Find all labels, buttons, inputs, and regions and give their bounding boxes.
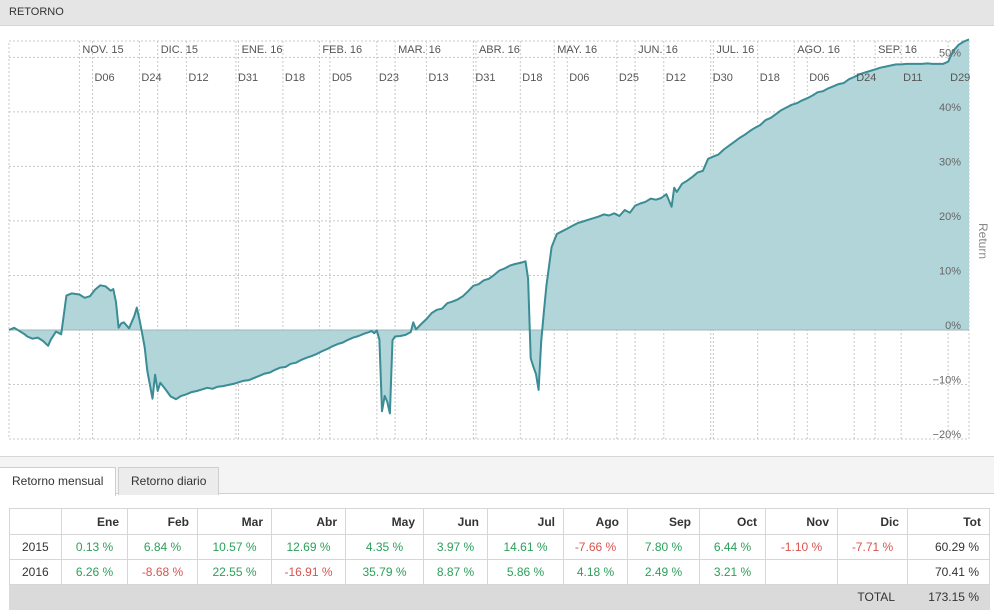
y-tick-label: 0% xyxy=(945,320,961,332)
month-return-cell: 3.97 % xyxy=(423,534,488,560)
y-tick-label: −10% xyxy=(933,374,962,386)
y-tick-label: 20% xyxy=(939,211,961,223)
day-label: D23 xyxy=(379,72,399,84)
day-label: D06 xyxy=(94,72,114,84)
return-chart-panel: NOV. 15 DIC. 15 ENE. 16 FEB. 16 MAR. 16 ABR. … xyxy=(0,26,994,456)
month-return-cell: 6.84 % xyxy=(127,534,198,560)
month-return-cell: 4.35 % xyxy=(345,534,424,560)
day-label: D30 xyxy=(713,72,733,84)
table-header-row: Ene Feb Mar Abr May Jun Jul Ago Sep Oct … xyxy=(9,508,990,535)
month-return-cell: 0.13 % xyxy=(61,534,128,560)
day-label: D18 xyxy=(760,72,780,84)
column-header xyxy=(9,508,62,535)
column-header: Mar xyxy=(197,508,272,535)
month-label: AGO. 16 xyxy=(797,44,840,56)
month-return-cell xyxy=(837,559,908,585)
month-return-cell: 6.44 % xyxy=(699,534,766,560)
month-label: FEB. 16 xyxy=(322,44,362,56)
day-label: D31 xyxy=(475,72,495,84)
month-return-cell: -16.91 % xyxy=(271,559,346,585)
month-label: DIC. 15 xyxy=(161,44,198,56)
month-label: ENE. 16 xyxy=(242,44,283,56)
column-header: Nov xyxy=(765,508,838,535)
day-label: D25 xyxy=(619,72,639,84)
month-label: MAY. 16 xyxy=(557,44,597,56)
day-label: D06 xyxy=(569,72,589,84)
column-header: Dic xyxy=(837,508,908,535)
day-label: D11 xyxy=(903,72,922,84)
panel-title: RETORNO xyxy=(0,0,994,26)
day-label: D12 xyxy=(188,72,208,84)
column-header: Abr xyxy=(271,508,346,535)
day-label: D13 xyxy=(428,72,448,84)
month-return-cell xyxy=(765,559,838,585)
tab-retorno-diario[interactable]: Retorno diario xyxy=(118,467,220,495)
y-axis-labels: −20% −10% 0% 10% 20% 30% 40% 50% xyxy=(933,47,962,441)
column-header: Jun xyxy=(423,508,488,535)
month-return-cell: 22.55 % xyxy=(197,559,272,585)
monthly-returns-table: Ene Feb Mar Abr May Jun Jul Ago Sep Oct … xyxy=(9,508,990,610)
month-return-cell: -7.66 % xyxy=(563,534,628,560)
column-header: May xyxy=(345,508,424,535)
table-row: 2015 0.13 % 6.84 % 10.57 % 12.69 % 4.35 % 3.97… xyxy=(9,534,990,560)
column-header: Jul xyxy=(487,508,564,535)
month-return-cell: 10.57 % xyxy=(197,534,272,560)
month-return-cell: 2.49 % xyxy=(627,559,700,585)
year-cell: 2015 xyxy=(9,534,62,560)
day-label: D12 xyxy=(666,72,686,84)
month-label: NOV. 15 xyxy=(82,44,123,56)
chart-area-group xyxy=(8,38,970,415)
column-header: Feb xyxy=(127,508,198,535)
y-tick-label: 10% xyxy=(939,265,961,277)
month-label: JUL. 16 xyxy=(716,44,754,56)
day-label: D06 xyxy=(809,72,829,84)
year-total-cell: 70.41 % xyxy=(907,559,990,585)
month-return-cell: -7.71 % xyxy=(837,534,908,560)
year-total-cell: 60.29 % xyxy=(907,534,990,560)
day-label: D24 xyxy=(856,72,876,84)
month-return-cell: 3.21 % xyxy=(699,559,766,585)
year-cell: 2016 xyxy=(9,559,62,585)
day-label: D24 xyxy=(141,72,161,84)
month-return-cell: 35.79 % xyxy=(345,559,424,585)
month-return-cell: 14.61 % xyxy=(487,534,564,560)
day-label: D18 xyxy=(285,72,305,84)
tab-strip: Retorno mensual Retorno diario xyxy=(0,456,994,496)
grand-total-row: TOTAL 173.15 % xyxy=(9,584,990,610)
grand-total-value: 173.15 % xyxy=(907,584,990,610)
month-return-cell: 4.18 % xyxy=(563,559,628,585)
column-header: Oct xyxy=(699,508,766,535)
y-tick-label: −20% xyxy=(933,429,962,441)
y-tick-label: 50% xyxy=(939,47,961,59)
day-label: D31 xyxy=(238,72,258,84)
day-label: D18 xyxy=(522,72,542,84)
month-label: MAR. 16 xyxy=(398,44,441,56)
return-chart: NOV. 15 DIC. 15 ENE. 16 FEB. 16 MAR. 16 ABR. … xyxy=(8,38,990,441)
month-label: JUN. 16 xyxy=(638,44,678,56)
grand-total-label: TOTAL xyxy=(9,584,908,610)
x-axis-labels: NOV. 15 DIC. 15 ENE. 16 FEB. 16 MAR. 16 ABR. … xyxy=(82,44,970,84)
month-return-cell: -8.68 % xyxy=(127,559,198,585)
month-return-cell: 7.80 % xyxy=(627,534,700,560)
month-return-cell: 8.87 % xyxy=(423,559,488,585)
month-return-cell: 6.26 % xyxy=(61,559,128,585)
month-label: SEP. 16 xyxy=(878,44,917,56)
tab-retorno-mensual[interactable]: Retorno mensual xyxy=(0,467,117,496)
y-tick-label: 30% xyxy=(939,156,961,168)
column-header: Sep xyxy=(627,508,700,535)
month-return-cell: 12.69 % xyxy=(271,534,346,560)
month-return-cell: 5.86 % xyxy=(487,559,564,585)
y-axis-title: Return xyxy=(976,223,990,259)
day-label: D05 xyxy=(332,72,352,84)
column-header: Ago xyxy=(563,508,628,535)
y-tick-label: 40% xyxy=(939,102,961,114)
column-header: Ene xyxy=(61,508,128,535)
month-return-cell: -1.10 % xyxy=(765,534,838,560)
return-area-fill xyxy=(9,39,969,414)
table-row: 2016 6.26 % -8.68 % 22.55 % -16.91 % 35.79 % 8… xyxy=(9,559,990,585)
day-label: D29 xyxy=(950,72,970,84)
month-label: ABR. 16 xyxy=(479,44,520,56)
return-line xyxy=(8,38,970,415)
column-header: Tot xyxy=(907,508,990,535)
